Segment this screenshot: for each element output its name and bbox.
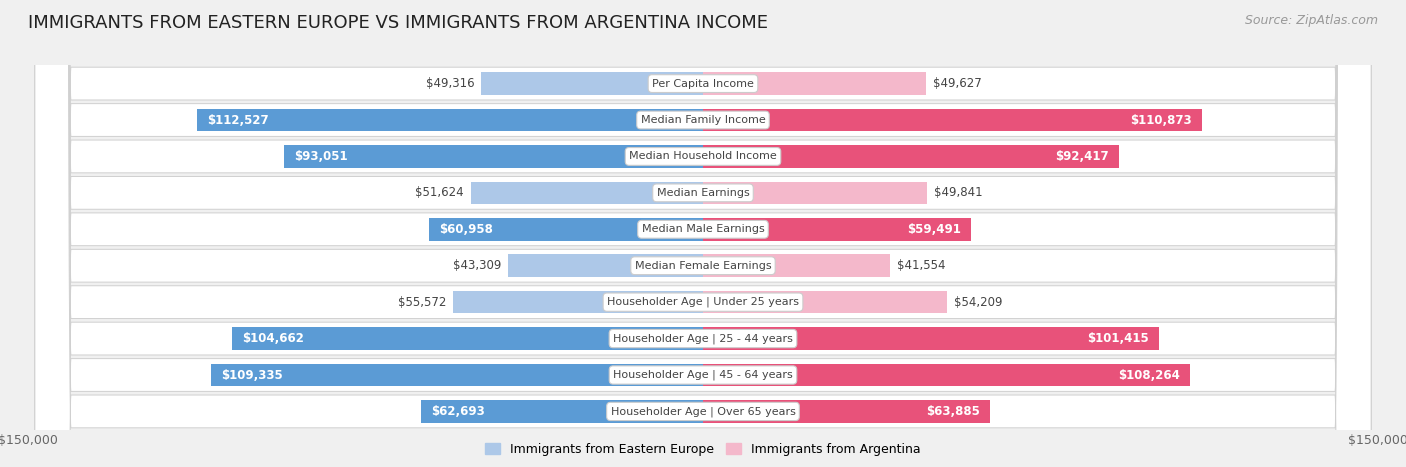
Text: $49,627: $49,627 bbox=[934, 77, 981, 90]
Text: $41,554: $41,554 bbox=[897, 259, 945, 272]
Bar bbox=[481, 72, 703, 95]
Text: $49,316: $49,316 bbox=[426, 77, 474, 90]
Bar bbox=[232, 327, 703, 350]
FancyBboxPatch shape bbox=[35, 0, 1371, 467]
Bar bbox=[420, 400, 703, 423]
Bar bbox=[453, 291, 703, 313]
Bar bbox=[508, 255, 703, 277]
Text: $110,873: $110,873 bbox=[1130, 113, 1192, 127]
Bar bbox=[703, 145, 1119, 168]
Text: $112,527: $112,527 bbox=[207, 113, 269, 127]
Text: $60,958: $60,958 bbox=[439, 223, 492, 236]
Bar bbox=[197, 109, 703, 131]
Text: $43,309: $43,309 bbox=[453, 259, 502, 272]
Bar bbox=[703, 327, 1160, 350]
Bar bbox=[703, 72, 927, 95]
Bar bbox=[471, 182, 703, 204]
Text: Householder Age | 45 - 64 years: Householder Age | 45 - 64 years bbox=[613, 370, 793, 380]
Bar bbox=[703, 291, 946, 313]
FancyBboxPatch shape bbox=[35, 0, 1371, 467]
Text: Median Female Earnings: Median Female Earnings bbox=[634, 261, 772, 271]
Text: $101,415: $101,415 bbox=[1087, 332, 1149, 345]
Text: $55,572: $55,572 bbox=[398, 296, 446, 309]
Text: $104,662: $104,662 bbox=[242, 332, 304, 345]
Text: $92,417: $92,417 bbox=[1054, 150, 1109, 163]
FancyBboxPatch shape bbox=[35, 0, 1371, 467]
Bar bbox=[284, 145, 703, 168]
FancyBboxPatch shape bbox=[35, 0, 1371, 467]
Text: Median Earnings: Median Earnings bbox=[657, 188, 749, 198]
Text: $51,624: $51,624 bbox=[415, 186, 464, 199]
FancyBboxPatch shape bbox=[35, 0, 1371, 467]
Text: Median Household Income: Median Household Income bbox=[628, 151, 778, 162]
Bar bbox=[703, 109, 1202, 131]
Text: $49,841: $49,841 bbox=[934, 186, 983, 199]
Text: IMMIGRANTS FROM EASTERN EUROPE VS IMMIGRANTS FROM ARGENTINA INCOME: IMMIGRANTS FROM EASTERN EUROPE VS IMMIGR… bbox=[28, 14, 768, 32]
Text: $93,051: $93,051 bbox=[294, 150, 349, 163]
Legend: Immigrants from Eastern Europe, Immigrants from Argentina: Immigrants from Eastern Europe, Immigran… bbox=[479, 438, 927, 461]
Bar bbox=[703, 364, 1189, 386]
FancyBboxPatch shape bbox=[35, 0, 1371, 467]
FancyBboxPatch shape bbox=[35, 0, 1371, 467]
Text: $63,885: $63,885 bbox=[927, 405, 980, 418]
Bar bbox=[211, 364, 703, 386]
FancyBboxPatch shape bbox=[35, 0, 1371, 467]
Text: $62,693: $62,693 bbox=[432, 405, 485, 418]
FancyBboxPatch shape bbox=[35, 0, 1371, 467]
Text: Source: ZipAtlas.com: Source: ZipAtlas.com bbox=[1244, 14, 1378, 27]
Text: Householder Age | Over 65 years: Householder Age | Over 65 years bbox=[610, 406, 796, 417]
Text: Householder Age | Under 25 years: Householder Age | Under 25 years bbox=[607, 297, 799, 307]
Text: Median Male Earnings: Median Male Earnings bbox=[641, 224, 765, 234]
Bar bbox=[703, 255, 890, 277]
Text: Householder Age | 25 - 44 years: Householder Age | 25 - 44 years bbox=[613, 333, 793, 344]
Text: Per Capita Income: Per Capita Income bbox=[652, 78, 754, 89]
Bar bbox=[703, 218, 970, 241]
Bar bbox=[429, 218, 703, 241]
Text: $59,491: $59,491 bbox=[907, 223, 960, 236]
Bar bbox=[703, 400, 990, 423]
Text: Median Family Income: Median Family Income bbox=[641, 115, 765, 125]
Bar bbox=[703, 182, 927, 204]
FancyBboxPatch shape bbox=[35, 0, 1371, 467]
Text: $108,264: $108,264 bbox=[1118, 368, 1180, 382]
Text: $54,209: $54,209 bbox=[953, 296, 1002, 309]
Text: $109,335: $109,335 bbox=[221, 368, 283, 382]
